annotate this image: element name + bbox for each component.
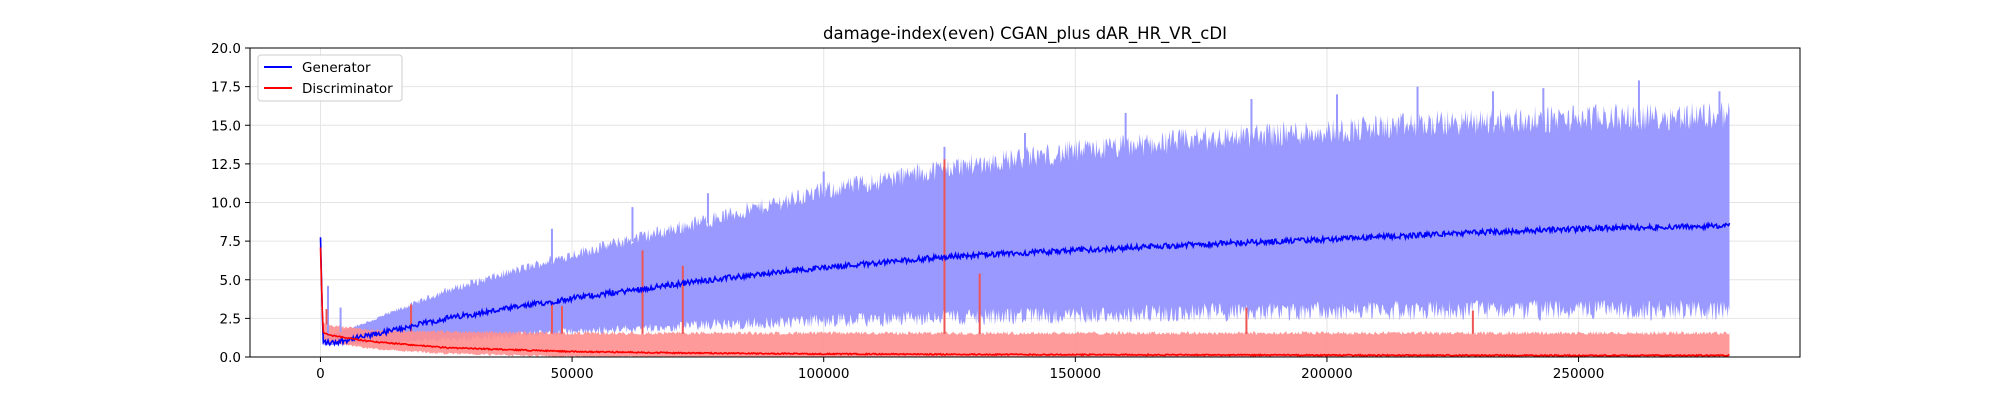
x-tick-label: 200000 [1301, 366, 1353, 382]
y-tick-label: 12.5 [211, 157, 241, 173]
y-tick-label: 17.5 [211, 80, 241, 96]
x-tick-label: 150000 [1050, 366, 1102, 382]
legend-label-discriminator: Discriminator [302, 81, 393, 97]
y-tick-label: 0.0 [220, 350, 241, 366]
series-lines [319, 221, 1731, 358]
y-tick-label: 5.0 [220, 273, 241, 289]
y-axis-ticks: 0.0 2.5 5.0 7.5 10.0 12.5 15.0 17.5 20.0 [211, 41, 250, 366]
x-axis-ticks: 0 50000 100000 150000 200000 250000 [316, 357, 1604, 382]
y-tick-label: 10.0 [211, 196, 241, 212]
band-discriminator [320, 238, 1730, 357]
y-tick-label: 2.5 [220, 311, 241, 327]
series-spikes [325, 80, 1721, 336]
line-discriminator [319, 247, 1730, 358]
y-tick-label: 15.0 [211, 118, 241, 134]
legend: Generator Discriminator [257, 54, 403, 102]
line-generator [319, 221, 1731, 347]
x-tick-label: 100000 [798, 366, 850, 382]
y-tick-label: 7.5 [220, 234, 241, 250]
y-tick-label: 20.0 [211, 41, 241, 57]
chart-title: damage-index(even) CGAN_plus dAR_HR_VR_c… [823, 24, 1227, 44]
x-tick-label: 250000 [1553, 366, 1605, 382]
x-tick-label: 0 [316, 366, 325, 382]
legend-box [257, 54, 403, 102]
legend-label-generator: Generator [302, 60, 371, 76]
x-tick-label: 50000 [551, 366, 594, 382]
